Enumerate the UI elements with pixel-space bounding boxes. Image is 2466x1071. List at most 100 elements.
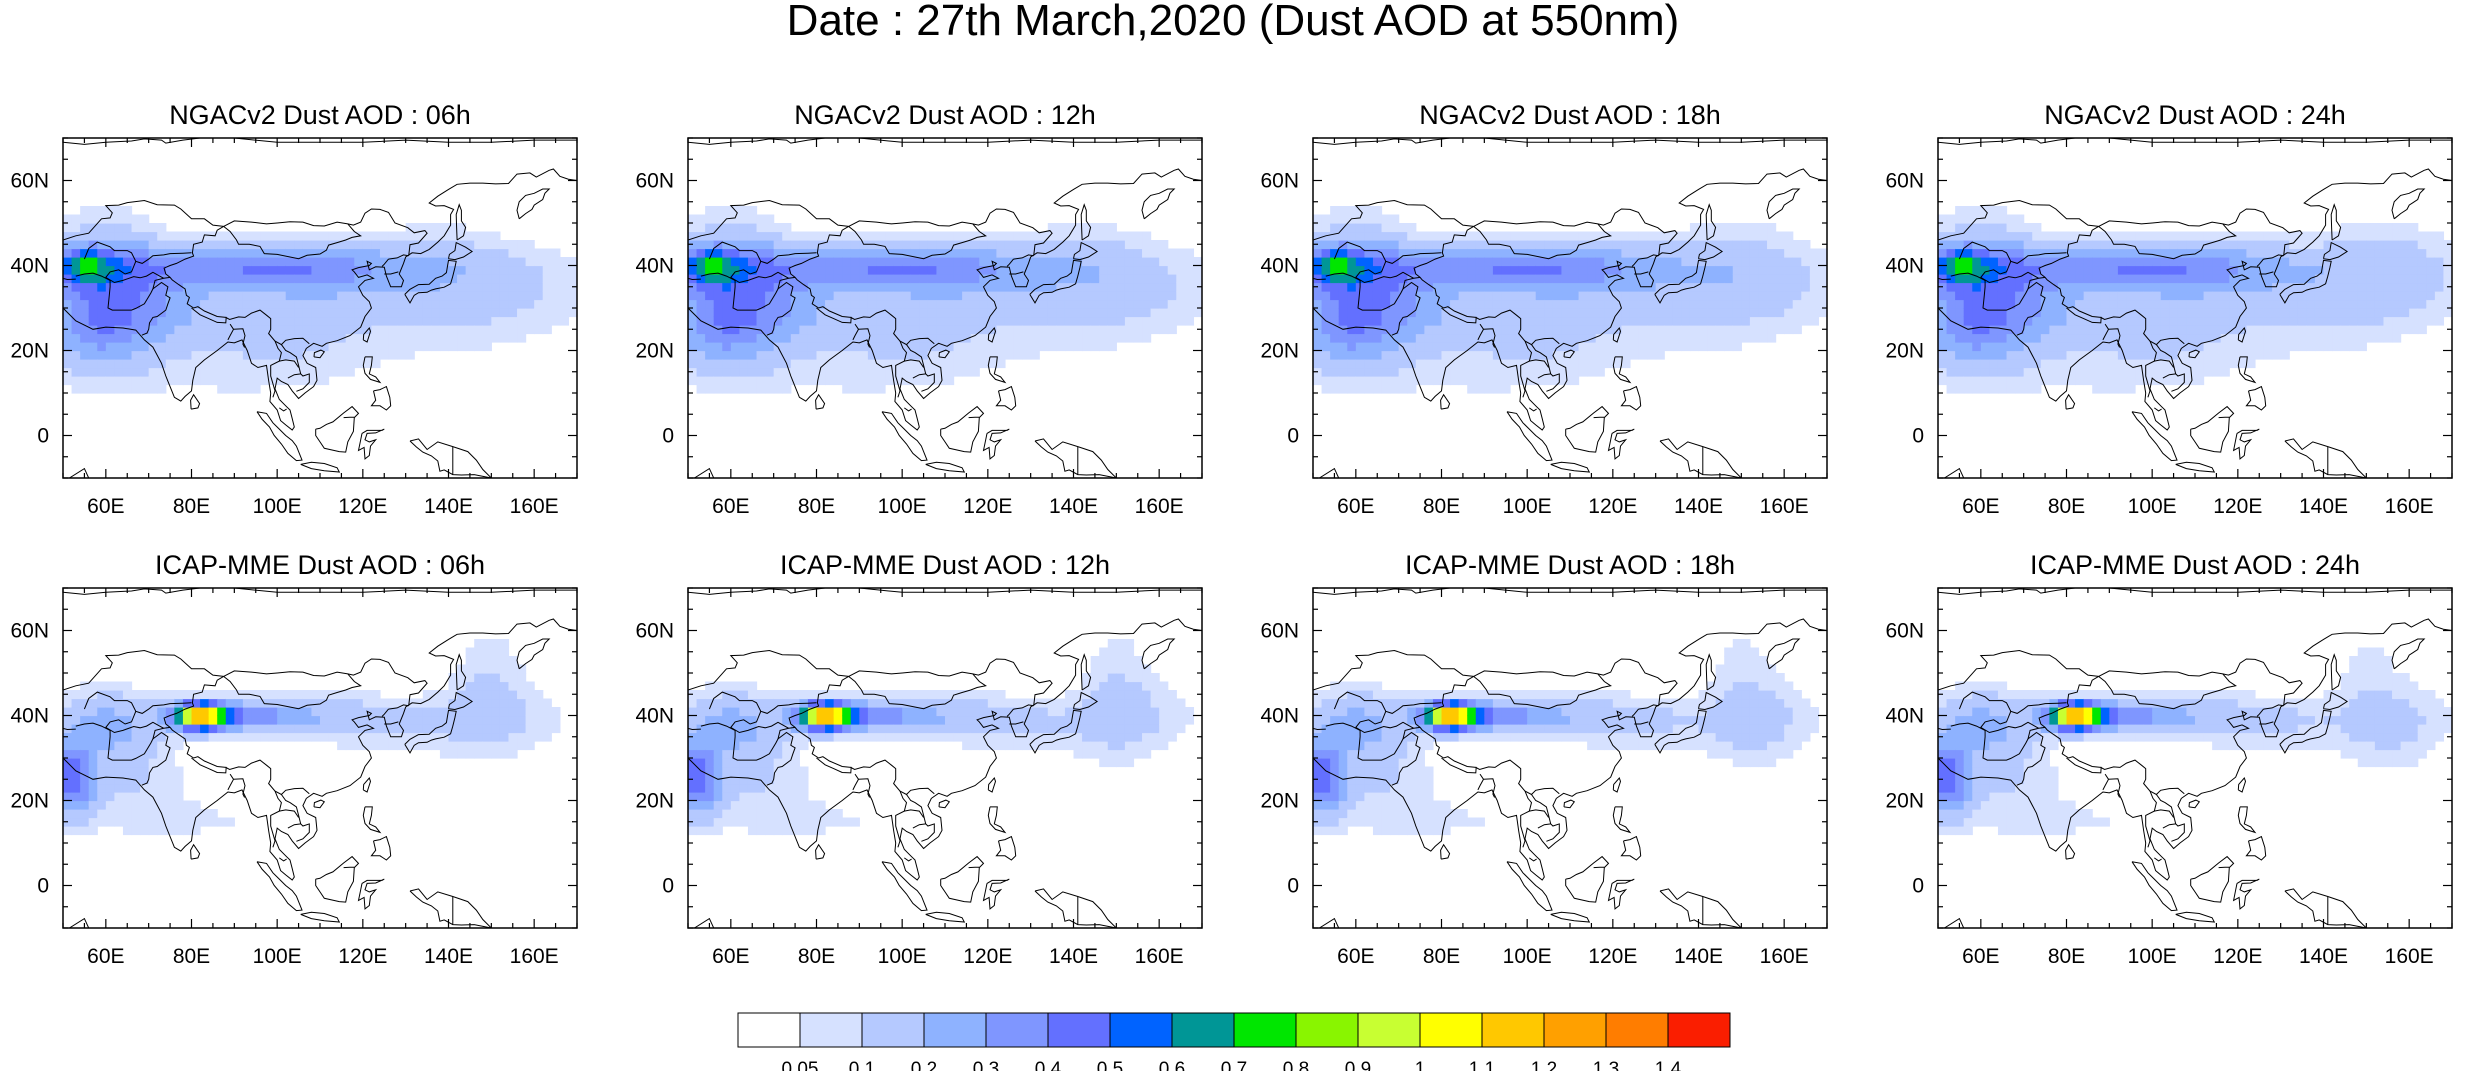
colorbar-label: 0.9 <box>1345 1059 1371 1071</box>
lon-tick-label: 100E <box>1503 495 1552 518</box>
lat-tick-label: 20N <box>10 790 49 813</box>
panel-title: NGACv2 Dust AOD : 24h <box>2044 100 2346 130</box>
lon-tick-label: 140E <box>1674 495 1723 518</box>
lon-tick-label: 140E <box>424 945 473 968</box>
lon-tick-label: 160E <box>2385 945 2434 968</box>
colorbar-box <box>1171 1012 1235 1048</box>
colorbar-label: 0.2 <box>911 1059 937 1071</box>
colorbar-label: 0.1 <box>849 1059 875 1071</box>
lon-tick-label: 140E <box>1674 945 1723 968</box>
colorbar-box <box>1543 1012 1607 1048</box>
figure-title: Date : 27th March,2020 (Dust AOD at 550n… <box>786 0 1680 45</box>
lon-tick-label: 100E <box>253 495 302 518</box>
lon-tick-label: 100E <box>878 945 927 968</box>
colorbar-label: 1.3 <box>1593 1059 1619 1071</box>
map-panel: ICAP-MME Dust AOD : 24h 60E 80E 100E 120E 140… <box>1885 550 2453 968</box>
colorbar-box <box>1233 1012 1297 1048</box>
lat-tick-label: 0 <box>662 875 674 898</box>
lon-tick-label: 60E <box>1337 495 1374 518</box>
aod-field <box>1313 639 1820 836</box>
lon-tick-label: 80E <box>2048 495 2085 518</box>
lon-tick-label: 160E <box>1135 945 1184 968</box>
lon-tick-label: 140E <box>2299 495 2348 518</box>
lon-tick-label: 60E <box>87 495 124 518</box>
colorbar-box <box>1481 1012 1545 1048</box>
lon-tick-label: 80E <box>798 495 835 518</box>
colorbar-box <box>737 1012 801 1048</box>
lon-tick-label: 100E <box>2128 945 2177 968</box>
lat-tick-label: 0 <box>662 425 674 448</box>
panel-title: NGACv2 Dust AOD : 18h <box>1419 100 1721 130</box>
lon-tick-label: 160E <box>510 945 559 968</box>
colorbar-label: 0.05 <box>782 1059 819 1071</box>
lon-tick-label: 60E <box>1337 945 1374 968</box>
lat-tick-label: 20N <box>1885 340 1924 363</box>
lon-tick-label: 80E <box>173 495 210 518</box>
aod-field <box>688 639 1195 836</box>
lon-tick-label: 60E <box>1962 495 1999 518</box>
lon-tick-label: 160E <box>2385 495 2434 518</box>
lon-tick-label: 100E <box>1503 945 1552 968</box>
coastlines <box>688 588 1202 928</box>
coastlines <box>1938 588 2452 928</box>
colorbar-box <box>799 1012 863 1048</box>
lat-tick-label: 20N <box>635 340 674 363</box>
lat-tick-label: 60N <box>635 170 674 193</box>
lon-tick-label: 120E <box>963 945 1012 968</box>
aod-field <box>688 206 1202 394</box>
lat-tick-label: 0 <box>1287 425 1299 448</box>
colorbar-box <box>1357 1012 1421 1048</box>
lon-tick-label: 120E <box>2213 495 2262 518</box>
aod-field <box>1313 206 1827 394</box>
panel-title: ICAP-MME Dust AOD : 06h <box>155 550 485 580</box>
colorbar-label: 1.4 <box>1655 1059 1682 1071</box>
lon-tick-label: 120E <box>1588 945 1637 968</box>
colorbar-box <box>985 1012 1049 1048</box>
lon-tick-label: 160E <box>1760 945 1809 968</box>
lon-tick-label: 80E <box>798 945 835 968</box>
lat-tick-label: 0 <box>37 875 49 898</box>
lat-tick-label: 20N <box>1260 340 1299 363</box>
map-panel: ICAP-MME Dust AOD : 12h 60E 80E 100E 120E 140… <box>635 550 1203 968</box>
lon-tick-label: 60E <box>712 495 749 518</box>
lat-tick-label: 40N <box>1260 705 1299 728</box>
lat-tick-label: 0 <box>1287 875 1299 898</box>
panel-title: NGACv2 Dust AOD : 06h <box>169 100 471 130</box>
colorbar-box <box>1047 1012 1111 1048</box>
map-panel: ICAP-MME Dust AOD : 18h 60E 80E 100E 120E 140… <box>1260 550 1828 968</box>
colorbar-box <box>861 1012 925 1048</box>
lat-tick-label: 60N <box>1885 170 1924 193</box>
colorbar-box <box>923 1012 987 1048</box>
lon-tick-label: 60E <box>712 945 749 968</box>
lon-tick-label: 60E <box>87 945 124 968</box>
lon-tick-label: 100E <box>253 945 302 968</box>
lat-tick-label: 20N <box>635 790 674 813</box>
lat-tick-label: 20N <box>1260 790 1299 813</box>
lat-tick-label: 40N <box>635 705 674 728</box>
colorbar-label: 0.4 <box>1035 1059 1062 1071</box>
lon-tick-label: 80E <box>173 945 210 968</box>
coastlines <box>63 588 577 928</box>
lon-tick-label: 80E <box>1423 495 1460 518</box>
lon-tick-label: 80E <box>1423 945 1460 968</box>
colorbar: 0.05 0.1 0.2 0.3 0.4 0.5 0.6 0.7 0.8 0.9 1 1.1 1.2 1.… <box>737 1012 1731 1071</box>
map-panel: NGACv2 Dust AOD : 18h 60E 80E 100E 120E 140E 1… <box>1260 100 1828 518</box>
lat-tick-label: 0 <box>37 425 49 448</box>
colorbar-label: 0.5 <box>1097 1059 1123 1071</box>
map-panel: ICAP-MME Dust AOD : 06h 60E 80E 100E 120E 140… <box>10 550 578 968</box>
lon-tick-label: 60E <box>1962 945 1999 968</box>
panel-title: ICAP-MME Dust AOD : 18h <box>1405 550 1735 580</box>
colorbar-label: 0.7 <box>1221 1059 1247 1071</box>
lat-tick-label: 60N <box>635 620 674 643</box>
lat-tick-label: 40N <box>1885 255 1924 278</box>
aod-field <box>1938 206 2452 394</box>
lat-tick-label: 0 <box>1912 875 1924 898</box>
map-panel: NGACv2 Dust AOD : 06h 60E 80E 100E 120E 140E 1… <box>10 100 578 518</box>
aod-field <box>1938 647 2452 836</box>
lat-tick-label: 0 <box>1912 425 1924 448</box>
lon-tick-label: 160E <box>1760 495 1809 518</box>
panel-title: ICAP-MME Dust AOD : 24h <box>2030 550 2360 580</box>
map-panel: NGACv2 Dust AOD : 12h 60E 80E 100E 120E 140E 1… <box>635 100 1203 518</box>
colorbar-label: 1.2 <box>1531 1059 1557 1071</box>
lon-tick-label: 160E <box>510 495 559 518</box>
